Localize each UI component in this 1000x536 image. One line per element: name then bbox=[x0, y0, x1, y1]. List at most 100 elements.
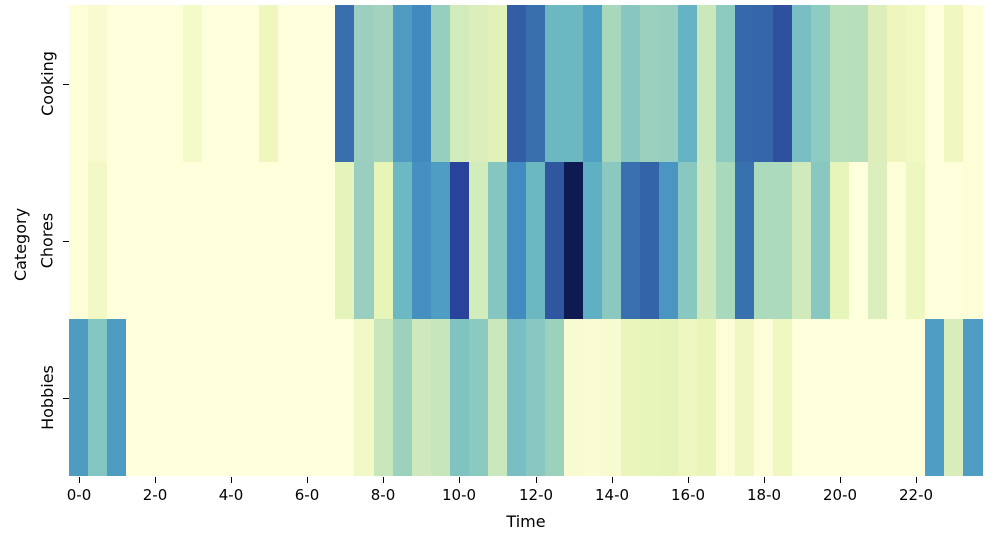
heatmap-cell bbox=[449, 162, 469, 319]
x-tick-mark bbox=[307, 477, 308, 483]
x-tick-label: 2-0 bbox=[142, 486, 168, 504]
heatmap-cell bbox=[639, 319, 659, 476]
y-tick-label-chores: Chores bbox=[37, 212, 57, 269]
heatmap-cell bbox=[468, 5, 488, 162]
heatmap-cell bbox=[468, 319, 488, 476]
heatmap-cell bbox=[392, 5, 412, 162]
x-tick-label: 12-0 bbox=[518, 486, 554, 504]
heatmap-cell bbox=[88, 5, 108, 162]
heatmap-cell bbox=[259, 5, 279, 162]
heatmap-cell bbox=[963, 5, 983, 162]
x-tick-label: 6-0 bbox=[294, 486, 320, 504]
heatmap-cell bbox=[240, 162, 260, 319]
heatmap-cell bbox=[145, 162, 165, 319]
heatmap-cell bbox=[754, 162, 774, 319]
heatmap-cell bbox=[240, 5, 260, 162]
y-tick-mark bbox=[63, 241, 69, 242]
heatmap-cell bbox=[601, 162, 621, 319]
heatmap-cell bbox=[868, 162, 888, 319]
heatmap-cell bbox=[430, 162, 450, 319]
heatmap-cell bbox=[297, 162, 317, 319]
heatmap-cell bbox=[716, 319, 736, 476]
x-tick-mark bbox=[764, 477, 765, 483]
heatmap-cell bbox=[525, 5, 545, 162]
heatmap-cell bbox=[411, 319, 431, 476]
heatmap-cell bbox=[183, 162, 203, 319]
x-tick-mark bbox=[688, 477, 689, 483]
heatmap-cell bbox=[69, 5, 89, 162]
heatmap-cell bbox=[145, 319, 165, 476]
heatmap-cell bbox=[316, 319, 336, 476]
heatmap-cell bbox=[563, 5, 583, 162]
heatmap-cell bbox=[278, 319, 298, 476]
heatmap-cell bbox=[868, 319, 888, 476]
heatmap-cell bbox=[658, 162, 678, 319]
heatmap-cell bbox=[411, 162, 431, 319]
heatmap-cell bbox=[582, 162, 602, 319]
heatmap-cell bbox=[164, 5, 184, 162]
heatmap-cell bbox=[773, 5, 793, 162]
heatmap-cell bbox=[202, 162, 222, 319]
heatmap-cell bbox=[354, 5, 374, 162]
x-tick-label: 10-0 bbox=[441, 486, 477, 504]
x-tick-mark bbox=[612, 477, 613, 483]
heatmap-cell bbox=[963, 162, 983, 319]
heatmap-cell bbox=[925, 162, 945, 319]
heatmap-cell bbox=[411, 5, 431, 162]
heatmap-cell bbox=[849, 5, 869, 162]
heatmap-cell bbox=[716, 162, 736, 319]
x-tick-label: 14-0 bbox=[594, 486, 630, 504]
x-tick-mark bbox=[231, 477, 232, 483]
heatmap-cell bbox=[221, 5, 241, 162]
heatmap-cell bbox=[126, 162, 146, 319]
heatmap-cell bbox=[183, 5, 203, 162]
heatmap-cell bbox=[792, 162, 812, 319]
heatmap-cell bbox=[259, 162, 279, 319]
heatmap-row-chores bbox=[69, 162, 983, 319]
x-tick-mark bbox=[459, 477, 460, 483]
heatmap-cell bbox=[678, 5, 698, 162]
x-tick-label: 8-0 bbox=[370, 486, 396, 504]
heatmap-cell bbox=[658, 5, 678, 162]
heatmap-cell bbox=[906, 319, 926, 476]
heatmap-cell bbox=[944, 162, 964, 319]
y-tick-mark bbox=[63, 398, 69, 399]
heatmap-cell bbox=[849, 162, 869, 319]
heatmap-cell bbox=[392, 319, 412, 476]
heatmap-cell bbox=[887, 319, 907, 476]
x-tick-mark bbox=[79, 477, 80, 483]
heatmap-cell bbox=[69, 162, 89, 319]
heatmap-cell bbox=[887, 5, 907, 162]
heatmap-cell bbox=[639, 5, 659, 162]
heatmap-cell bbox=[278, 162, 298, 319]
heatmap-cell bbox=[373, 162, 393, 319]
heatmap-cell bbox=[658, 319, 678, 476]
heatmap-cell bbox=[906, 162, 926, 319]
x-tick-label: 4-0 bbox=[218, 486, 244, 504]
heatmap-cell bbox=[773, 162, 793, 319]
heatmap-cell bbox=[849, 319, 869, 476]
heatmap-cell bbox=[316, 162, 336, 319]
heatmap-row-hobbies bbox=[69, 319, 983, 476]
y-tick-label-cooking: Cooking bbox=[37, 51, 57, 116]
heatmap-cell bbox=[830, 162, 850, 319]
x-tick-mark bbox=[155, 477, 156, 483]
heatmap-cell bbox=[506, 162, 526, 319]
heatmap-cell bbox=[202, 319, 222, 476]
heatmap-cell bbox=[944, 5, 964, 162]
heatmap-cell bbox=[145, 5, 165, 162]
heatmap-cell bbox=[678, 162, 698, 319]
heatmap-cell bbox=[373, 5, 393, 162]
heatmap-cell bbox=[887, 162, 907, 319]
heatmap-cell bbox=[735, 162, 755, 319]
heatmap-cell bbox=[678, 319, 698, 476]
heatmap-cell bbox=[354, 319, 374, 476]
heatmap-cell bbox=[906, 5, 926, 162]
heatmap-cell bbox=[126, 5, 146, 162]
heatmap-cell bbox=[563, 162, 583, 319]
heatmap-cell bbox=[697, 162, 717, 319]
heatmap-cell bbox=[944, 319, 964, 476]
heatmap-cell bbox=[525, 319, 545, 476]
heatmap-cell bbox=[792, 319, 812, 476]
heatmap-cell bbox=[754, 319, 774, 476]
